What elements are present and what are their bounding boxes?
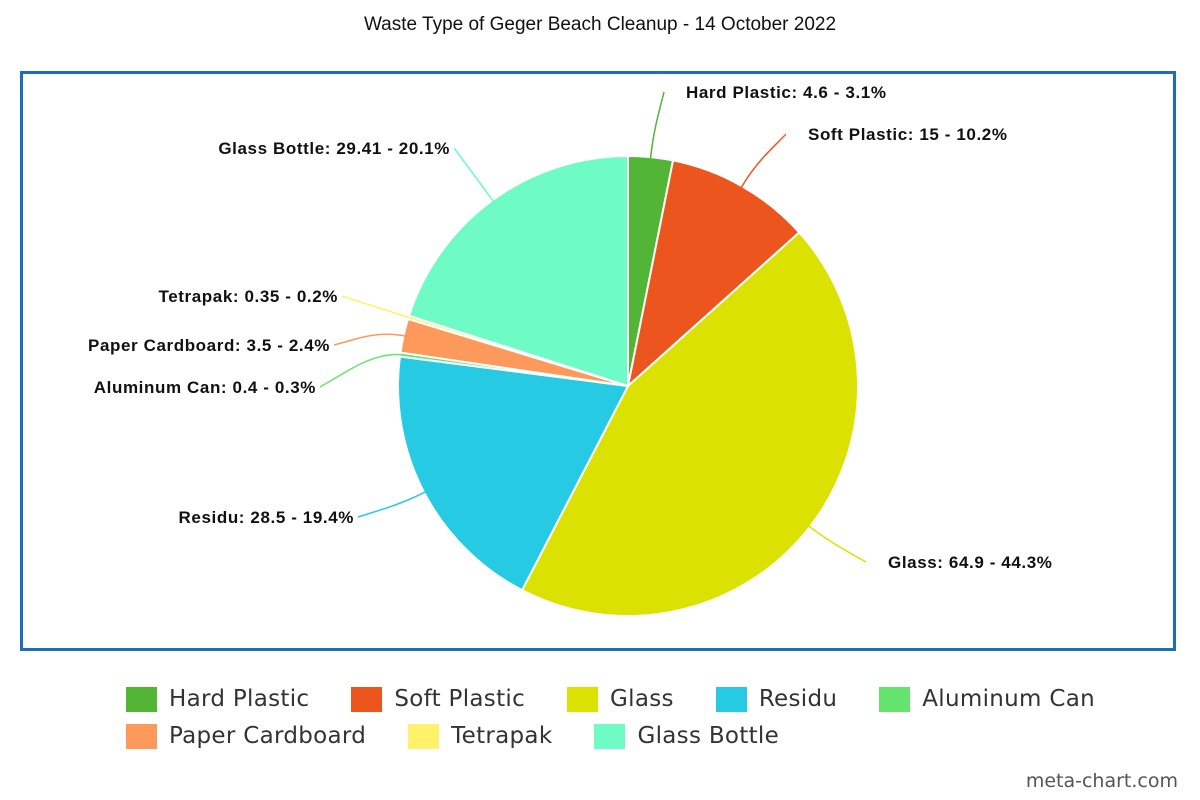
data-label-glass: Glass: 64.9 - 44.3%: [888, 553, 1053, 572]
legend-swatch: [879, 686, 911, 712]
legend-item-glass-bottle[interactable]: Glass Bottle: [594, 723, 779, 749]
legend-swatch: [126, 686, 157, 712]
legend-swatch: [126, 723, 157, 749]
chart-frame: [20, 71, 1176, 651]
legend-label: Residu: [758, 686, 838, 712]
chart-title: Waste Type of Geger Beach Cleanup - 14 O…: [363, 14, 837, 35]
leader-line-residu: [357, 490, 429, 518]
legend-label: Aluminum Can: [922, 686, 1095, 712]
leader-line-paper-cardboard: [333, 333, 408, 346]
leader-line-tetrapak: [341, 295, 413, 320]
leader-line-aluminum-can: [319, 353, 405, 388]
legend-item-glass[interactable]: Glass: [567, 686, 674, 712]
leader-line-glass: [806, 523, 867, 563]
legend-label: Tetrapak: [451, 723, 553, 749]
legend-item-paper-cardboard[interactable]: Paper Cardboard: [126, 723, 366, 749]
data-label-glass-bottle: Glass Bottle: 29.41 - 20.1%: [218, 139, 450, 158]
legend-label: Paper Cardboard: [169, 723, 367, 749]
data-label-tetrapak: Tetrapak: 0.35 - 0.2%: [158, 287, 338, 306]
legend-row: Paper Cardboard Tetrapak Glass Bottle: [126, 723, 821, 749]
legend-swatch: [715, 686, 747, 712]
data-label-residu: Residu: 28.5 - 19.4%: [179, 508, 354, 527]
legend-item-hard-plastic[interactable]: Hard Plastic: [126, 686, 309, 712]
legend-item-residu[interactable]: Residu: [715, 686, 838, 712]
data-label-aluminum-can: Aluminum Can: 0.4 - 0.3%: [94, 378, 316, 397]
legend-label: Glass Bottle: [637, 723, 780, 749]
legend-swatch: [594, 723, 626, 749]
legend-swatch: [408, 723, 440, 749]
legend-label: Soft Plastic: [394, 686, 526, 712]
legend-item-aluminum-can[interactable]: Aluminum Can: [879, 686, 1095, 712]
legend-item-tetrapak[interactable]: Tetrapak: [408, 723, 552, 749]
legend-swatch: [351, 686, 383, 712]
leader-line-glass-bottle: [453, 147, 496, 204]
legend-item-soft-plastic[interactable]: Soft Plastic: [351, 686, 525, 712]
legend-label: Glass: [610, 686, 674, 712]
data-label-soft-plastic: Soft Plastic: 15 - 10.2%: [808, 125, 1008, 144]
leader-line-soft-plastic: [739, 133, 787, 191]
data-label-paper-cardboard: Paper Cardboard: 3.5 - 2.4%: [88, 336, 330, 355]
data-label-hard-plastic: Hard Plastic: 4.6 - 3.1%: [686, 83, 887, 102]
legend-label: Hard Plastic: [169, 686, 310, 712]
legend-row: Hard Plastic Soft Plastic Glass Residu Alumi…: [126, 686, 1137, 712]
leader-line-hard-plastic: [649, 91, 665, 162]
legend-swatch: [567, 686, 599, 712]
credit-text[interactable]: meta-chart.com: [1025, 770, 1178, 792]
